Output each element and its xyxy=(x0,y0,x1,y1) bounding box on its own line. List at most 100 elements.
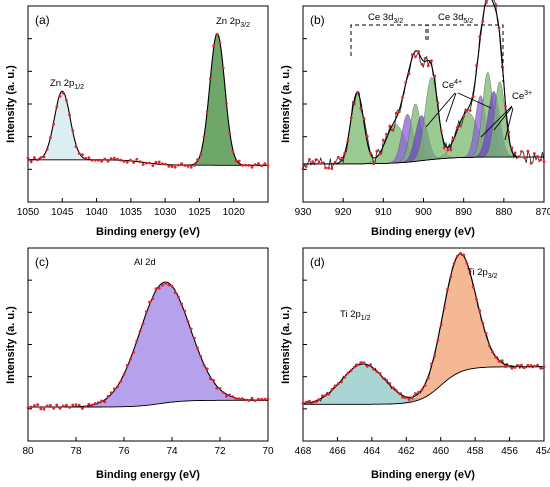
panel-d-point xyxy=(481,321,485,325)
panel-c-point xyxy=(167,283,171,287)
panel-c-point xyxy=(39,407,43,411)
panel-c-point xyxy=(49,403,52,407)
panel-a-point xyxy=(234,159,238,163)
panel-a-point xyxy=(119,158,123,162)
panel-c-point xyxy=(215,386,219,390)
panel-b-point xyxy=(497,26,501,30)
panel-d-point xyxy=(359,361,363,365)
panel-a-point xyxy=(100,159,103,163)
panel-d-point xyxy=(497,359,501,363)
panel-d-point xyxy=(491,350,494,354)
panel-a-point xyxy=(263,162,267,166)
panel-a-point xyxy=(97,158,100,162)
panel-c: 80 78 76 74 72 70 (c) Al 2d Binding energy (e… xyxy=(5,247,274,481)
panel-b-xlabel: Binding energy (eV) xyxy=(371,226,475,238)
panel-d: 468 466 464 462 460 458 456 454 (d) Ti 2p1/2 Ti… xyxy=(280,247,550,481)
panel-b-point xyxy=(481,19,485,23)
panel-a-point xyxy=(33,156,36,160)
panel-c-point xyxy=(103,400,107,404)
panel-d-xtick-label: 456 xyxy=(501,446,518,457)
panel-b-point xyxy=(375,149,379,153)
panel-c-peak-fills xyxy=(28,281,268,408)
panel-a-point xyxy=(247,163,251,167)
panel-a-point xyxy=(205,110,209,114)
panel-d-point xyxy=(426,376,430,380)
panel-d-point xyxy=(449,275,453,279)
panel-a-point xyxy=(65,98,68,102)
panel-d-point xyxy=(533,364,536,368)
panel-b-point xyxy=(475,64,478,68)
panel-b-point xyxy=(330,167,334,171)
panel-d-lines xyxy=(302,252,545,406)
panel-d-point xyxy=(346,371,350,375)
panel-d-point xyxy=(372,368,376,371)
panel-c-point xyxy=(68,406,71,409)
panel-b-point xyxy=(336,155,340,159)
panel-d-point xyxy=(507,364,511,368)
panel-b-label-ce3d32: Ce 3d3/2 xyxy=(368,12,403,25)
panel-d-background-line xyxy=(303,366,544,405)
panel-b-point xyxy=(443,146,446,150)
panel-b-point xyxy=(533,152,536,155)
panel-a-xtick-label: 1030 xyxy=(154,207,177,218)
panel-c-point xyxy=(173,291,177,294)
panel-b-peak-fills xyxy=(303,72,544,165)
panel-c-point xyxy=(193,336,196,340)
panel-a-point xyxy=(228,131,232,135)
panel-b-point xyxy=(520,150,523,153)
panel-c-point xyxy=(116,385,119,389)
panel-c-point xyxy=(250,396,254,400)
panel-a-point xyxy=(157,160,161,164)
panel-b-data-points xyxy=(301,1,546,171)
panel-b-point xyxy=(349,116,353,120)
panel-b-point xyxy=(452,137,456,140)
panel-b-xtick-label: 910 xyxy=(375,207,392,218)
panel-c-point xyxy=(74,403,78,407)
panel-b-point xyxy=(343,151,347,155)
panel-a-point xyxy=(138,160,142,164)
panel-c-point xyxy=(189,327,193,331)
panel-c-point xyxy=(186,320,190,323)
panel-c-xlabel: Binding energy (eV) xyxy=(96,469,200,481)
panel-d-point xyxy=(407,398,411,401)
panel-d-point xyxy=(333,384,337,388)
panel-a-point xyxy=(164,162,168,166)
panel-b-point xyxy=(507,130,511,134)
panel-b-ce4-arrows xyxy=(425,92,492,128)
panel-b-point xyxy=(468,109,472,112)
panel-d-point xyxy=(349,369,353,372)
panel-c-point xyxy=(247,399,251,402)
panel-c-point xyxy=(42,407,46,411)
panel-a-peak-label-1: Zn 2p1/2 xyxy=(50,78,84,91)
panel-c-point xyxy=(234,397,238,400)
panel-b-point xyxy=(526,149,530,153)
panel-a-point xyxy=(58,94,62,98)
panel-c-peak-1 xyxy=(28,281,268,408)
panel-d-point xyxy=(459,252,462,255)
panel-b-point xyxy=(340,156,343,160)
panel-d-peak-label-2: Ti 2p3/2 xyxy=(467,267,498,280)
panel-c-point xyxy=(100,399,103,403)
panel-c-xtick-label: 70 xyxy=(262,446,274,457)
panel-b-point xyxy=(433,74,437,78)
panel-a-point xyxy=(132,161,136,164)
panel-d-point xyxy=(417,390,421,394)
panel-d-raw-trace xyxy=(302,252,545,406)
panel-a-point xyxy=(42,155,46,159)
panel-b-point xyxy=(420,62,424,66)
panel-b-ylabel: Intensity (a. u.) xyxy=(280,65,292,143)
panel-a-envelope-line xyxy=(28,33,268,166)
panel-a-xtick-label: 1040 xyxy=(85,207,108,218)
panel-b-point xyxy=(314,158,318,162)
panel-d-point xyxy=(539,366,543,370)
panel-a-point xyxy=(55,105,59,109)
panel-a-point xyxy=(103,157,107,161)
panel-a-point xyxy=(26,156,30,160)
panel-c-point xyxy=(154,287,158,291)
panel-d-point xyxy=(452,262,456,266)
panel-a-point xyxy=(39,156,43,159)
panel-d-point xyxy=(369,363,372,366)
panel-c-point xyxy=(93,402,97,405)
panel-b-label: (b) xyxy=(310,13,325,27)
